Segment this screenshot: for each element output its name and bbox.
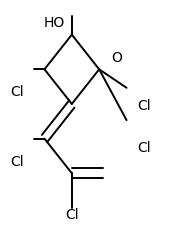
Text: Cl: Cl <box>137 99 150 113</box>
Text: O: O <box>111 51 122 65</box>
Text: Cl: Cl <box>65 208 79 222</box>
Text: HO: HO <box>44 16 65 30</box>
Text: Cl: Cl <box>10 85 24 99</box>
Text: Cl: Cl <box>137 141 150 155</box>
Text: Cl: Cl <box>10 155 24 169</box>
